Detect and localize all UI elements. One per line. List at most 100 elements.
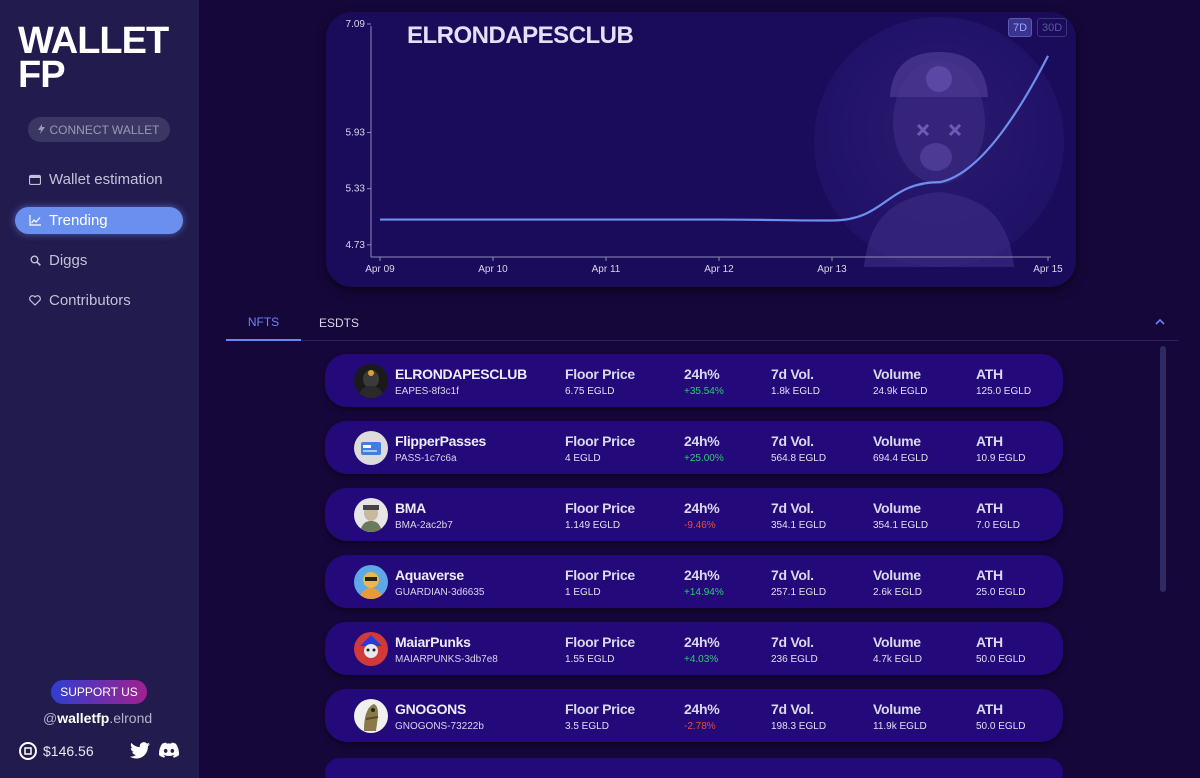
x-tick-label: Apr 09	[365, 264, 395, 275]
list-item[interactable]: GNOGONS GNOGONS-73222b Floor Price 3.5 EGLD…	[325, 689, 1063, 742]
egld-price: $146.56	[19, 742, 94, 760]
list-scrollbar[interactable]	[1160, 346, 1166, 592]
wallet-icon	[29, 174, 41, 186]
ath-header: ATH	[976, 567, 1003, 583]
change-24h-header: 24h%	[684, 500, 720, 516]
volume-7d-value: 257.1 EGLD	[771, 587, 827, 598]
asset-tabs: NFTS ESDTS	[226, 305, 1178, 341]
y-tick-label: 5.93	[346, 128, 366, 139]
twitter-icon[interactable]	[130, 742, 150, 760]
volume-7d-header: 7d Vol.	[771, 500, 814, 516]
floor-price-header: Floor Price	[565, 701, 635, 717]
series-line-floor-price	[380, 55, 1049, 222]
y-tick-label: 5.33	[346, 184, 366, 195]
volume-total-value: 694.4 EGLD	[873, 453, 929, 464]
support-us-button[interactable]: SUPPORT US	[51, 680, 147, 704]
floor-price-header: Floor Price	[565, 567, 635, 583]
connect-wallet-button[interactable]: CONNECT WALLET	[28, 117, 170, 142]
egld-price-value: $146.56	[43, 743, 94, 759]
price-chart-card: 7.09 5.93 5.33 4.73 Apr 09 Apr 10 Apr 11 Apr 12…	[326, 12, 1076, 287]
volume-total-value: 354.1 EGLD	[873, 520, 929, 531]
sidebar: WALLET FP CONNECT WALLET Wallet estimati…	[0, 0, 199, 778]
collection-avatar	[354, 699, 388, 733]
search-icon	[29, 255, 41, 267]
floor-price-header: Floor Price	[565, 634, 635, 650]
collection-backdrop-image	[814, 17, 1064, 267]
lightning-icon	[38, 123, 46, 137]
volume-7d-value: 236 EGLD	[771, 654, 818, 665]
collection-ticker: MAIARPUNKS-3db7e8	[395, 654, 498, 665]
volume-total-value: 2.6k EGLD	[873, 587, 922, 598]
change-24h-value: +35.54%	[684, 386, 724, 397]
connect-wallet-label: CONNECT WALLET	[49, 122, 160, 137]
floor-price-value: 1 EGLD	[565, 587, 601, 598]
floor-price-value: 3.5 EGLD	[565, 721, 609, 732]
floor-price-value: 1.149 EGLD	[565, 520, 621, 531]
collection-ticker: GUARDIAN-3d6635	[395, 587, 485, 598]
nav-item-diggs[interactable]: Diggs	[15, 247, 183, 274]
change-24h-header: 24h%	[684, 567, 720, 583]
volume-7d-value: 1.8k EGLD	[771, 386, 820, 397]
volume-7d-header: 7d Vol.	[771, 567, 814, 583]
elrond-herotag[interactable]: @walletfp.elrond	[43, 710, 153, 726]
collection-name: FlipperPasses	[395, 433, 487, 449]
chevron-up-icon[interactable]	[1153, 315, 1167, 329]
floor-price-value: 6.75 EGLD	[565, 386, 615, 397]
list-item[interactable]: ELRONDAPESCLUB EAPES-8f3c1f Floor Price 6.7…	[325, 354, 1063, 407]
collection-avatar	[354, 565, 388, 599]
x-tick-label: Apr 11	[592, 264, 621, 275]
change-24h-header: 24h%	[684, 634, 720, 650]
floor-price-value: 1.55 EGLD	[565, 654, 615, 665]
discord-icon[interactable]	[159, 742, 180, 760]
list-item[interactable]: Aquaverse GUARDIAN-3d6635 Floor Price 1 EGL…	[325, 555, 1063, 608]
list-item[interactable]: FlipperPasses PASS-1c7c6a Floor Price 4 EGL…	[325, 421, 1063, 474]
period-7d-button[interactable]: 7D	[1008, 18, 1033, 37]
change-24h-value: -2.78%	[684, 721, 716, 732]
ath-value: 7.0 EGLD	[976, 520, 1020, 531]
change-24h-value: -9.46%	[684, 520, 716, 531]
price-line-chart[interactable]: 7.09 5.93 5.33 4.73 Apr 09 Apr 10 Apr 11 Apr 12…	[326, 12, 1076, 287]
tab-esdts[interactable]: ESDTS	[318, 316, 359, 330]
ath-header: ATH	[976, 634, 1003, 650]
collection-ticker: PASS-1c7c6a	[395, 453, 457, 464]
nav-item-label: Contributors	[49, 292, 131, 309]
chart-title: ELRONDAPESCLUB	[407, 22, 634, 49]
period-30d-button[interactable]: 30D	[1037, 18, 1068, 37]
collection-avatar	[354, 431, 388, 465]
volume-7d-header: 7d Vol.	[771, 433, 814, 449]
volume-total-value: 11.9k EGLD	[873, 721, 927, 732]
volume-7d-header: 7d Vol.	[771, 366, 814, 382]
floor-price-header: Floor Price	[565, 366, 635, 382]
list-item[interactable]: MaiarPunks MAIARPUNKS-3db7e8 Floor Price 1.…	[325, 622, 1063, 675]
ath-header: ATH	[976, 433, 1003, 449]
volume-7d-header: 7d Vol.	[771, 634, 814, 650]
collection-avatar	[354, 364, 388, 398]
collection-avatar	[354, 632, 388, 666]
nav-item-contributors[interactable]: Contributors	[15, 287, 183, 314]
app-logo[interactable]: WALLET FP	[18, 20, 169, 96]
tab-nfts[interactable]: NFTS	[226, 305, 301, 341]
ath-header: ATH	[976, 366, 1003, 382]
x-tick-label: Apr 10	[478, 264, 508, 275]
ath-value: 50.0 EGLD	[976, 721, 1026, 732]
ath-value: 25.0 EGLD	[976, 587, 1026, 598]
list-item[interactable]: BMA BMA-2ac2b7 Floor Price 1.149 EGLD 24h% -9…	[325, 488, 1063, 541]
y-tick-label: 4.73	[346, 240, 366, 251]
chart-line-icon	[29, 215, 41, 227]
change-24h-header: 24h%	[684, 701, 720, 717]
collection-name: ELRONDAPESCLUB	[395, 366, 527, 382]
nav-item-trending[interactable]: Trending	[15, 207, 183, 234]
collection-ticker: BMA-2ac2b7	[395, 520, 453, 531]
list-item-partial[interactable]	[325, 758, 1063, 778]
collection-ticker: GNOGONS-73222b	[395, 721, 484, 732]
volume-total-header: Volume	[873, 567, 921, 583]
nav-item-label: Trending	[49, 212, 108, 229]
volume-total-header: Volume	[873, 500, 921, 516]
collection-avatar	[354, 498, 388, 532]
change-24h-value: +25.00%	[684, 453, 724, 464]
x-tick-label: Apr 15	[1033, 264, 1063, 275]
nav-item-wallet-estimation[interactable]: Wallet estimation	[15, 166, 183, 193]
volume-total-value: 24.9k EGLD	[873, 386, 928, 397]
ath-value: 50.0 EGLD	[976, 654, 1026, 665]
collection-name: Aquaverse	[395, 567, 464, 583]
